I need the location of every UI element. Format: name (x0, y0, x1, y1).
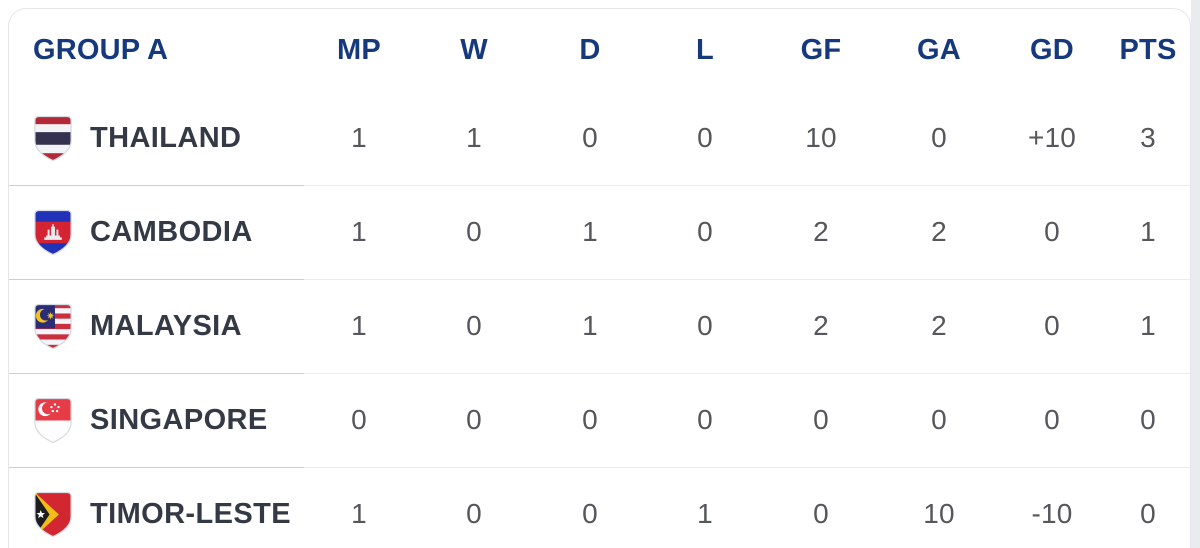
team-name: MALAYSIA (90, 309, 242, 342)
stat-d: 1 (582, 310, 598, 341)
stat-d: 0 (582, 498, 598, 529)
stat-w: 0 (466, 310, 482, 341)
column-header-ga: GA (917, 33, 961, 66)
team-name: THAILAND (90, 121, 242, 154)
column-header-pts: PTS (1119, 33, 1177, 66)
stat-w: 1 (466, 122, 482, 153)
column-header-d: D (579, 33, 601, 66)
stat-pts: 0 (1140, 498, 1156, 529)
stat-d: 0 (582, 404, 598, 435)
stat-gf: 2 (813, 310, 829, 341)
stat-mp: 1 (351, 498, 367, 529)
cambodia-flag-icon (34, 209, 72, 255)
timor-leste-flag-icon (34, 491, 72, 537)
stat-gf: 2 (813, 216, 829, 247)
table-row-malaysia: MALAYSIA 1 0 1 0 2 2 0 1 (9, 279, 1190, 373)
stat-pts: 1 (1140, 310, 1156, 341)
malaysia-flag-icon (34, 303, 72, 349)
stat-l: 1 (697, 498, 713, 529)
table-row-singapore: SINGAPORE 0 0 0 0 0 0 0 0 (9, 373, 1190, 467)
stat-ga: 0 (931, 122, 947, 153)
table-row-thailand: THAILAND 1 1 0 0 10 0 +10 3 (9, 91, 1190, 185)
stat-ga: 10 (923, 498, 955, 529)
stat-l: 0 (697, 310, 713, 341)
stat-pts: 0 (1140, 404, 1156, 435)
stat-w: 0 (466, 216, 482, 247)
stat-mp: 0 (351, 404, 367, 435)
stat-gf: 0 (813, 404, 829, 435)
stat-d: 1 (582, 216, 598, 247)
column-header-l: L (696, 33, 714, 66)
stat-l: 0 (697, 216, 713, 247)
stat-gd: 0 (1044, 216, 1060, 247)
stat-w: 0 (466, 404, 482, 435)
column-header-gd: GD (1030, 33, 1074, 66)
stat-gf: 0 (813, 498, 829, 529)
stat-gd: 0 (1044, 310, 1060, 341)
column-header-w: W (460, 33, 488, 66)
stat-w: 0 (466, 498, 482, 529)
stat-gd: +10 (1027, 122, 1077, 153)
team-name: SINGAPORE (90, 403, 268, 436)
stat-ga: 2 (931, 216, 947, 247)
singapore-flag-icon (34, 397, 72, 443)
stat-pts: 3 (1140, 122, 1156, 153)
table-row-timor-leste: TIMOR-LESTE 1 0 0 1 0 10 -10 0 (9, 467, 1190, 548)
column-header-gf: GF (800, 33, 842, 66)
stat-mp: 1 (351, 310, 367, 341)
stat-mp: 1 (351, 122, 367, 153)
standings-card: GROUP A MP W D L GF GA GD PTS THAILAND (8, 8, 1191, 548)
stat-pts: 1 (1140, 216, 1156, 247)
stat-l: 0 (697, 122, 713, 153)
table-row-cambodia: CAMBODIA 1 0 1 0 2 2 0 1 (9, 185, 1190, 279)
thailand-flag-icon (34, 115, 72, 161)
team-name: CAMBODIA (90, 215, 253, 248)
stat-gd: -10 (1031, 498, 1073, 529)
team-name: TIMOR-LESTE (90, 497, 291, 530)
stat-gf: 10 (805, 122, 837, 153)
stat-ga: 0 (931, 404, 947, 435)
stat-ga: 2 (931, 310, 947, 341)
stat-mp: 1 (351, 216, 367, 247)
stat-gd: 0 (1044, 404, 1060, 435)
table-header: GROUP A MP W D L GF GA GD PTS (9, 9, 1190, 91)
stat-d: 0 (582, 122, 598, 153)
stat-l: 0 (697, 404, 713, 435)
group-label: GROUP A (33, 33, 169, 66)
column-header-mp: MP (337, 33, 381, 66)
